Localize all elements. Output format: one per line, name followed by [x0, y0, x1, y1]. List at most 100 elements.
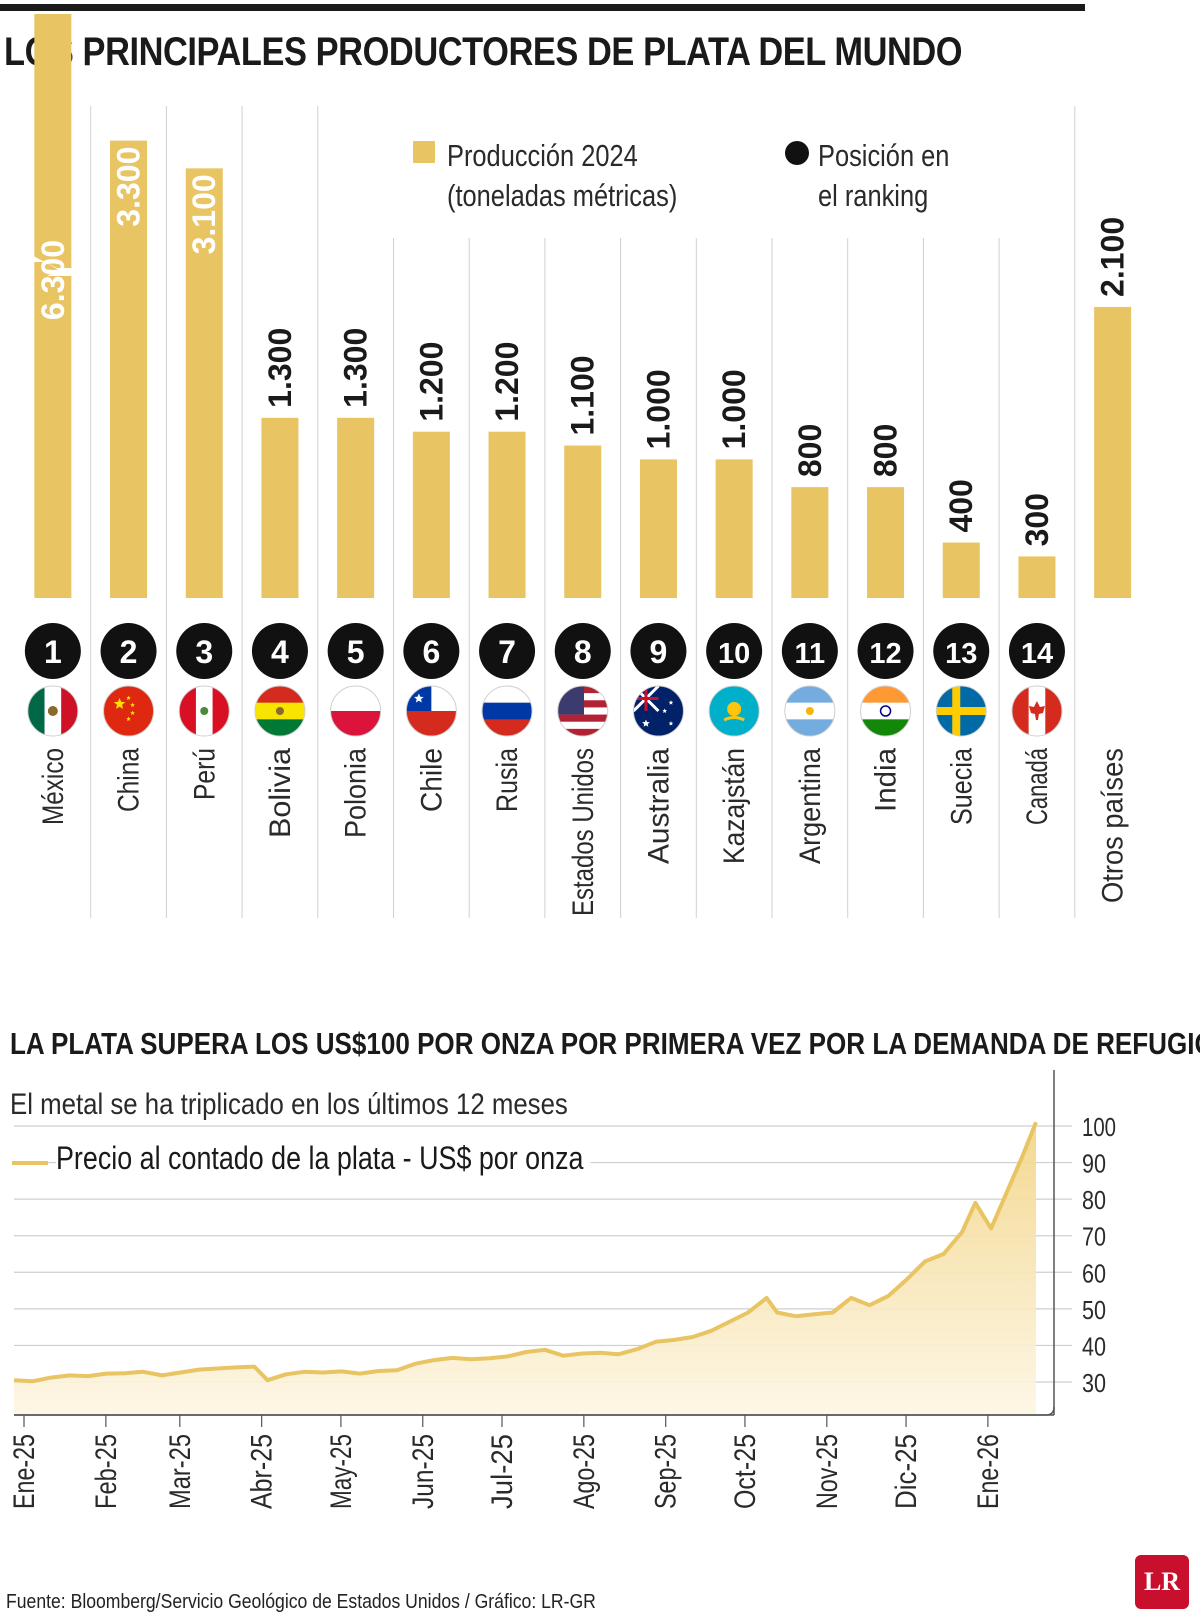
rank-badge [251, 623, 308, 679]
flag-border [178, 685, 230, 737]
flag-stripe [482, 719, 533, 736]
x-tick-label: Ago-25 [568, 1434, 601, 1509]
flag-stripe [860, 686, 911, 704]
bar-1 [34, 14, 72, 598]
bar-value-label: 1.000 [640, 369, 676, 449]
bar-value-label: 1.200 [413, 342, 449, 422]
flag-stripe [61, 686, 78, 736]
legend-production-swatch [413, 141, 435, 163]
bolivia-flag-icon [254, 686, 305, 736]
legend-ranking-line2: el ranking [818, 178, 929, 213]
category-label: China [113, 748, 146, 812]
rank-badge [1008, 623, 1065, 679]
flag-emblem [275, 707, 284, 715]
bar-value-label: 6.300 [35, 240, 71, 320]
flag-star [414, 693, 424, 703]
bar-5 [337, 417, 375, 598]
bar-value-label: 1.200 [489, 342, 525, 422]
x-tick-label: Jun-25 [407, 1434, 440, 1509]
canada-flag-icon [1011, 686, 1062, 736]
y-tick-label: 70 [1082, 1222, 1106, 1252]
x-tick-label: Abr-25 [246, 1434, 279, 1509]
line-chart-title: LA PLATA SUPERA LOS US$100 POR ONZA POR … [10, 1026, 1200, 1061]
x-tick-label: Oct-25 [729, 1434, 762, 1509]
flag-stripe [27, 686, 46, 736]
y-tick-label: 30 [1082, 1368, 1106, 1398]
rank-number: 11 [795, 638, 826, 670]
flag-stripe [557, 721, 608, 730]
flag-border [935, 685, 987, 737]
flag-stripe [406, 711, 457, 736]
flag-star [130, 710, 135, 715]
rank-number: 6 [422, 634, 440, 670]
category-label: Rusia [491, 748, 524, 812]
bar-value-label: 800 [792, 424, 828, 477]
flag-star [126, 716, 131, 721]
flag-star [668, 700, 674, 705]
y-tick-label: 80 [1082, 1185, 1106, 1215]
rank-number: 14 [1021, 638, 1053, 670]
flag-stripe [860, 702, 911, 720]
flag-stripe [330, 711, 381, 736]
rank-number: 10 [718, 638, 750, 670]
y-tick-label: 50 [1082, 1295, 1106, 1325]
bar-value-label: 3.300 [111, 147, 147, 227]
axis-corner [14, 1406, 1055, 1416]
flag-cross [952, 686, 961, 736]
bar-value-label: 800 [868, 424, 904, 477]
flag-stripe [330, 686, 381, 712]
bar-4 [261, 417, 299, 598]
rank-number: 7 [498, 634, 516, 670]
sweden-flag-icon [936, 686, 987, 736]
x-tick-label: Nov-25 [811, 1434, 844, 1509]
x-tick-label: Jul-25 [486, 1434, 519, 1509]
rank-badge [554, 623, 611, 679]
series-legend-line [12, 1161, 48, 1165]
category-label: India [870, 748, 903, 812]
flag-eagle [723, 716, 745, 722]
y-tick-label: 90 [1082, 1149, 1106, 1179]
flag-star [130, 702, 135, 707]
y-tick-label: 100 [1082, 1112, 1116, 1142]
bar-9 [639, 459, 677, 598]
bar-15 [1094, 306, 1132, 598]
bar-12 [867, 487, 905, 598]
bar-10 [715, 459, 753, 598]
flag-cross [936, 707, 987, 715]
rank-badge [403, 623, 460, 679]
flag-stripe [557, 714, 608, 723]
flag-border [784, 685, 836, 737]
bar-value-label: 3.100 [186, 174, 222, 254]
flag-emblem [47, 706, 58, 716]
legend-ranking-dot [785, 141, 809, 165]
flag-stripe [212, 686, 230, 736]
rank-badge [24, 623, 81, 679]
rank-number: 2 [120, 634, 138, 670]
rank-badge [479, 623, 536, 679]
bar-chart: 6.300 1 México 3.300 2 China 3.100 3 Perú 1.300 4 B… [24, 14, 1132, 918]
bar-value-label: 1.300 [262, 328, 298, 408]
lr-logo: LR [1135, 1555, 1189, 1609]
category-label: México [37, 748, 70, 825]
rank-number: 4 [271, 634, 289, 670]
flag-field [103, 686, 154, 736]
flag-border [103, 685, 155, 737]
rank-badge [706, 623, 763, 679]
flag-border [481, 685, 533, 737]
bar-chart-title: LOS PRINCIPALES PRODUCTORES DE PLATA DEL… [4, 30, 963, 74]
flag-border [330, 685, 382, 737]
bar-13 [942, 542, 980, 598]
peru-flag-icon [179, 686, 230, 736]
y-tick-label: 40 [1082, 1331, 1106, 1361]
rank-number: 12 [869, 638, 901, 670]
flag-border [632, 685, 684, 737]
category-label: Otros países [1097, 748, 1130, 903]
flag-border [708, 685, 760, 737]
category-label: Canadá [1021, 748, 1054, 825]
rank-badge [857, 623, 914, 679]
category-label: Australia [642, 748, 675, 864]
bar-7 [488, 431, 526, 598]
x-tick-label: Ene-25 [8, 1434, 41, 1509]
mexico-flag-icon [27, 686, 78, 736]
flag-stripe [482, 686, 533, 704]
